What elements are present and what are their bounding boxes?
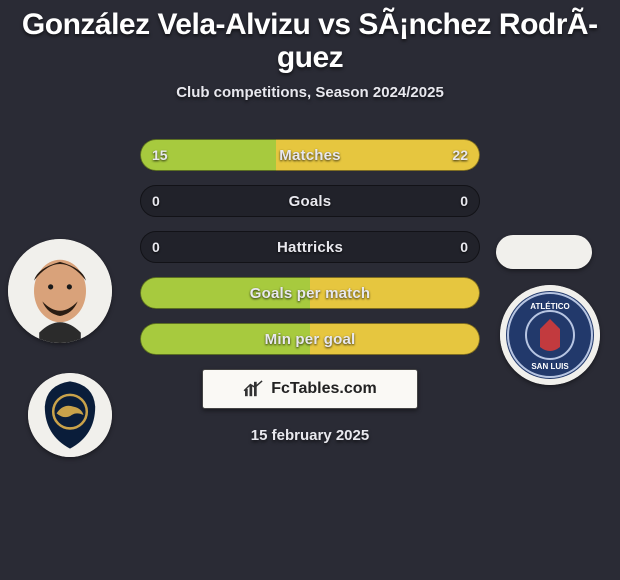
bar-chart-icon (243, 380, 265, 398)
stat-value-right: 0 (460, 185, 468, 217)
page-title: González Vela-Alvizu vs SÃ¡nchez RodrÃ­g… (0, 0, 620, 78)
stat-label: Goals (140, 185, 480, 217)
stat-value-right: 22 (452, 139, 468, 171)
content-area: ATLÉTICO SAN LUIS Matches1522Goals00Hatt… (0, 115, 620, 444)
right-club-crest: ATLÉTICO SAN LUIS (500, 285, 600, 385)
stat-row: Matches15 22 (140, 139, 480, 171)
stat-value-right: 0 (460, 231, 468, 263)
stat-row: Goals0 0 (140, 185, 480, 217)
stat-row: Goals per match (140, 277, 480, 309)
stat-value-left: 0 (152, 185, 160, 217)
page-subtitle: Club competitions, Season 2024/2025 (0, 78, 620, 115)
stat-label: Goals per match (140, 277, 480, 309)
stat-label: Matches (140, 139, 480, 171)
stat-label: Hattricks (140, 231, 480, 263)
club-crest-icon (28, 373, 112, 457)
svg-text:SAN LUIS: SAN LUIS (531, 362, 569, 371)
stat-row: Min per goal (140, 323, 480, 355)
stat-bars: Matches1522Goals00Hattricks00Goals per m… (140, 115, 480, 355)
branding-badge: FcTables.com (202, 369, 418, 409)
club-crest-icon: ATLÉTICO SAN LUIS (500, 285, 600, 385)
left-player-avatar (8, 239, 112, 343)
stat-value-left: 15 (152, 139, 168, 171)
stat-value-left: 0 (152, 231, 160, 263)
stat-row: Hattricks0 0 (140, 231, 480, 263)
person-icon (8, 239, 112, 343)
svg-text:ATLÉTICO: ATLÉTICO (530, 302, 569, 311)
stat-label: Min per goal (140, 323, 480, 355)
left-club-crest (28, 373, 112, 457)
branding-text: FcTables.com (271, 380, 377, 398)
right-player-avatar (496, 235, 592, 269)
